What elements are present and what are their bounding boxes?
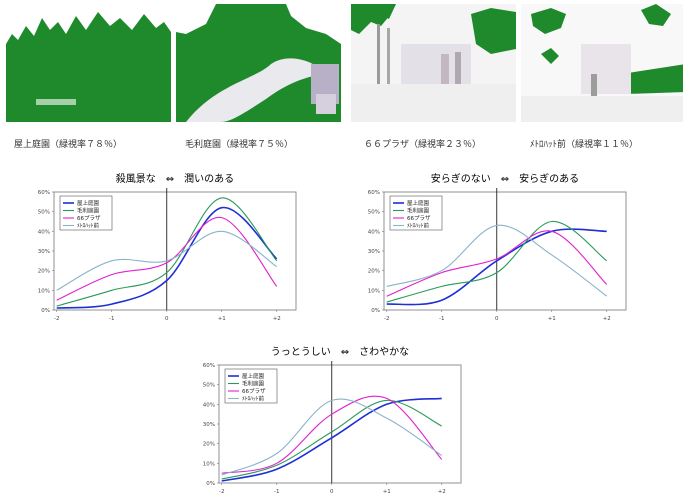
photo-caption-66-plaza: ６６プラザ（緑視率２３％） xyxy=(364,140,482,150)
y-tick-label: 0% xyxy=(371,308,380,314)
chart-moist-vs-bleak: 殺風景な ⇔ 潤いのある 0% 10% 20% 30% 40% 50% 60% -2 -1 0 +1 +… xyxy=(30,170,320,332)
66-plaza-image xyxy=(351,4,516,122)
legend-box xyxy=(224,368,278,404)
y-tick-label: 10% xyxy=(368,288,380,294)
chart-title-left-label: 安らぎのない xyxy=(431,172,501,185)
legend-label-1: 屋上庭園 xyxy=(242,372,265,380)
chart-title-arrow: ⇔ xyxy=(166,174,174,185)
y-tick-label: 40% xyxy=(38,229,50,235)
chart-title-right-label: 安らぎのある xyxy=(509,172,579,185)
chart-calm-vs-restless: 安らぎのない ⇔ 安らぎのある 0% 10% 20% 30% 40% 50% 60% -2 -1 0… xyxy=(360,170,650,332)
chart-title-right-label: さわやかな xyxy=(349,346,409,358)
y-tick-label: 50% xyxy=(368,210,380,216)
y-tick-label: 30% xyxy=(38,249,50,255)
legend-label-2: 毛利庭園 xyxy=(407,207,430,215)
y-tick-label: 20% xyxy=(38,269,50,275)
legend-label-2: 毛利庭園 xyxy=(242,380,265,388)
chart-title-left-label: うっとうしい xyxy=(271,346,341,358)
photo-caption-mori-garden: 毛利庭園（緑視率７５％） xyxy=(185,140,294,150)
legend-label-1: 屋上庭園 xyxy=(407,199,430,207)
chart-title: 殺風景な ⇔ 潤いのある xyxy=(116,172,234,185)
y-tick-label: 10% xyxy=(203,461,215,467)
legend-label-1: 屋上庭園 xyxy=(77,199,100,207)
series-line-3 xyxy=(386,230,608,297)
y-tick-label: 0% xyxy=(206,481,215,487)
legend-label-3: 66プラザ xyxy=(77,215,101,222)
y-tick-label: 20% xyxy=(368,269,380,275)
x-tick-label: -2 xyxy=(219,489,224,495)
legend-box xyxy=(389,195,443,231)
x-tick-label: 0 xyxy=(330,489,334,495)
x-tick-label: -1 xyxy=(439,316,444,322)
series-line-2 xyxy=(386,220,608,303)
legend-label-4: ﾒﾄﾛﾊｯﾄ前 xyxy=(242,395,265,403)
photo-rooftop-garden xyxy=(6,4,171,122)
y-tick-label: 60% xyxy=(203,363,215,369)
legend-label-3: 66プラザ xyxy=(242,388,266,395)
series-line-1 xyxy=(386,228,607,306)
x-tick-label: 0 xyxy=(165,316,169,322)
chart-title-left-label: 殺風景な xyxy=(116,172,166,185)
photo-66-plaza xyxy=(351,4,516,122)
x-tick-label: +1 xyxy=(218,316,226,322)
y-tick-label: 60% xyxy=(368,190,380,196)
chart-title-arrow: ⇔ xyxy=(341,347,349,358)
y-tick-label: 10% xyxy=(38,288,50,294)
x-tick-label: +2 xyxy=(273,316,281,322)
photo-metro-hat xyxy=(521,4,683,122)
x-tick-label: +2 xyxy=(438,489,446,495)
chart-fresh-vs-gloomy: うっとうしい ⇔ さわやかな 0% 10% 20% 30% 40% 50% 60% -2 -1 0 +… xyxy=(195,343,485,503)
chart-title-right-label: 潤いのある xyxy=(174,173,234,185)
series-line-4 xyxy=(221,398,443,476)
series-line-4 xyxy=(386,224,608,297)
series-line-4 xyxy=(56,230,278,291)
rooftop-garden-image xyxy=(6,4,171,122)
y-tick-label: 30% xyxy=(368,249,380,255)
y-tick-label: 50% xyxy=(203,383,215,389)
x-tick-label: 0 xyxy=(495,316,499,322)
x-tick-label: -1 xyxy=(274,489,279,495)
y-tick-label: 20% xyxy=(203,442,215,448)
y-tick-label: 0% xyxy=(41,308,50,314)
mori-garden-image xyxy=(176,4,341,122)
x-tick-label: -2 xyxy=(54,316,59,322)
x-tick-label: +1 xyxy=(383,489,391,495)
y-tick-label: 40% xyxy=(368,229,380,235)
x-tick-label: +2 xyxy=(603,316,611,322)
x-tick-label: -1 xyxy=(109,316,114,322)
series-line-2 xyxy=(56,197,278,307)
y-tick-label: 50% xyxy=(38,210,50,216)
chart-fresh-vs-gloomy-svg: うっとうしい ⇔ さわやかな 0% 10% 20% 30% 40% 50% 60% -2 -1 0 +… xyxy=(203,346,462,495)
chart-moist-vs-bleak-svg: 殺風景な ⇔ 潤いのある 0% 10% 20% 30% 40% 50% 60% -2 -1 0 +1 +… xyxy=(38,172,297,322)
y-tick-label: 30% xyxy=(203,422,215,428)
series-line-1 xyxy=(56,206,278,309)
x-tick-label: +1 xyxy=(548,316,556,322)
chart-title: うっとうしい ⇔ さわやかな xyxy=(271,346,409,358)
series-line-1 xyxy=(221,397,442,482)
legend-label-4: ﾒﾄﾛﾊｯﾄ前 xyxy=(77,222,100,230)
y-tick-label: 60% xyxy=(38,190,50,196)
series-line-2 xyxy=(221,399,442,480)
x-tick-label: -2 xyxy=(384,316,389,322)
series-line-3 xyxy=(221,395,443,474)
legend-label-2: 毛利庭園 xyxy=(77,207,100,215)
photo-caption-metro-hat: ﾒﾄﾛﾊｯﾄ前（緑視率１１％） xyxy=(530,140,639,150)
legend-label-3: 66プラザ xyxy=(407,215,431,222)
y-tick-label: 40% xyxy=(203,402,215,408)
chart-calm-vs-restless-svg: 安らぎのない ⇔ 安らぎのある 0% 10% 20% 30% 40% 50% 60% -2 -1 0… xyxy=(368,172,627,322)
metro-hat-image xyxy=(521,4,683,122)
legend-label-4: ﾒﾄﾛﾊｯﾄ前 xyxy=(407,222,430,230)
legend-box xyxy=(59,195,113,231)
chart-title-arrow: ⇔ xyxy=(501,174,509,185)
photo-caption-rooftop-garden: 屋上庭園（緑視率７８％） xyxy=(14,140,123,150)
photo-mori-garden xyxy=(176,4,341,122)
chart-title: 安らぎのない ⇔ 安らぎのある xyxy=(431,172,579,185)
